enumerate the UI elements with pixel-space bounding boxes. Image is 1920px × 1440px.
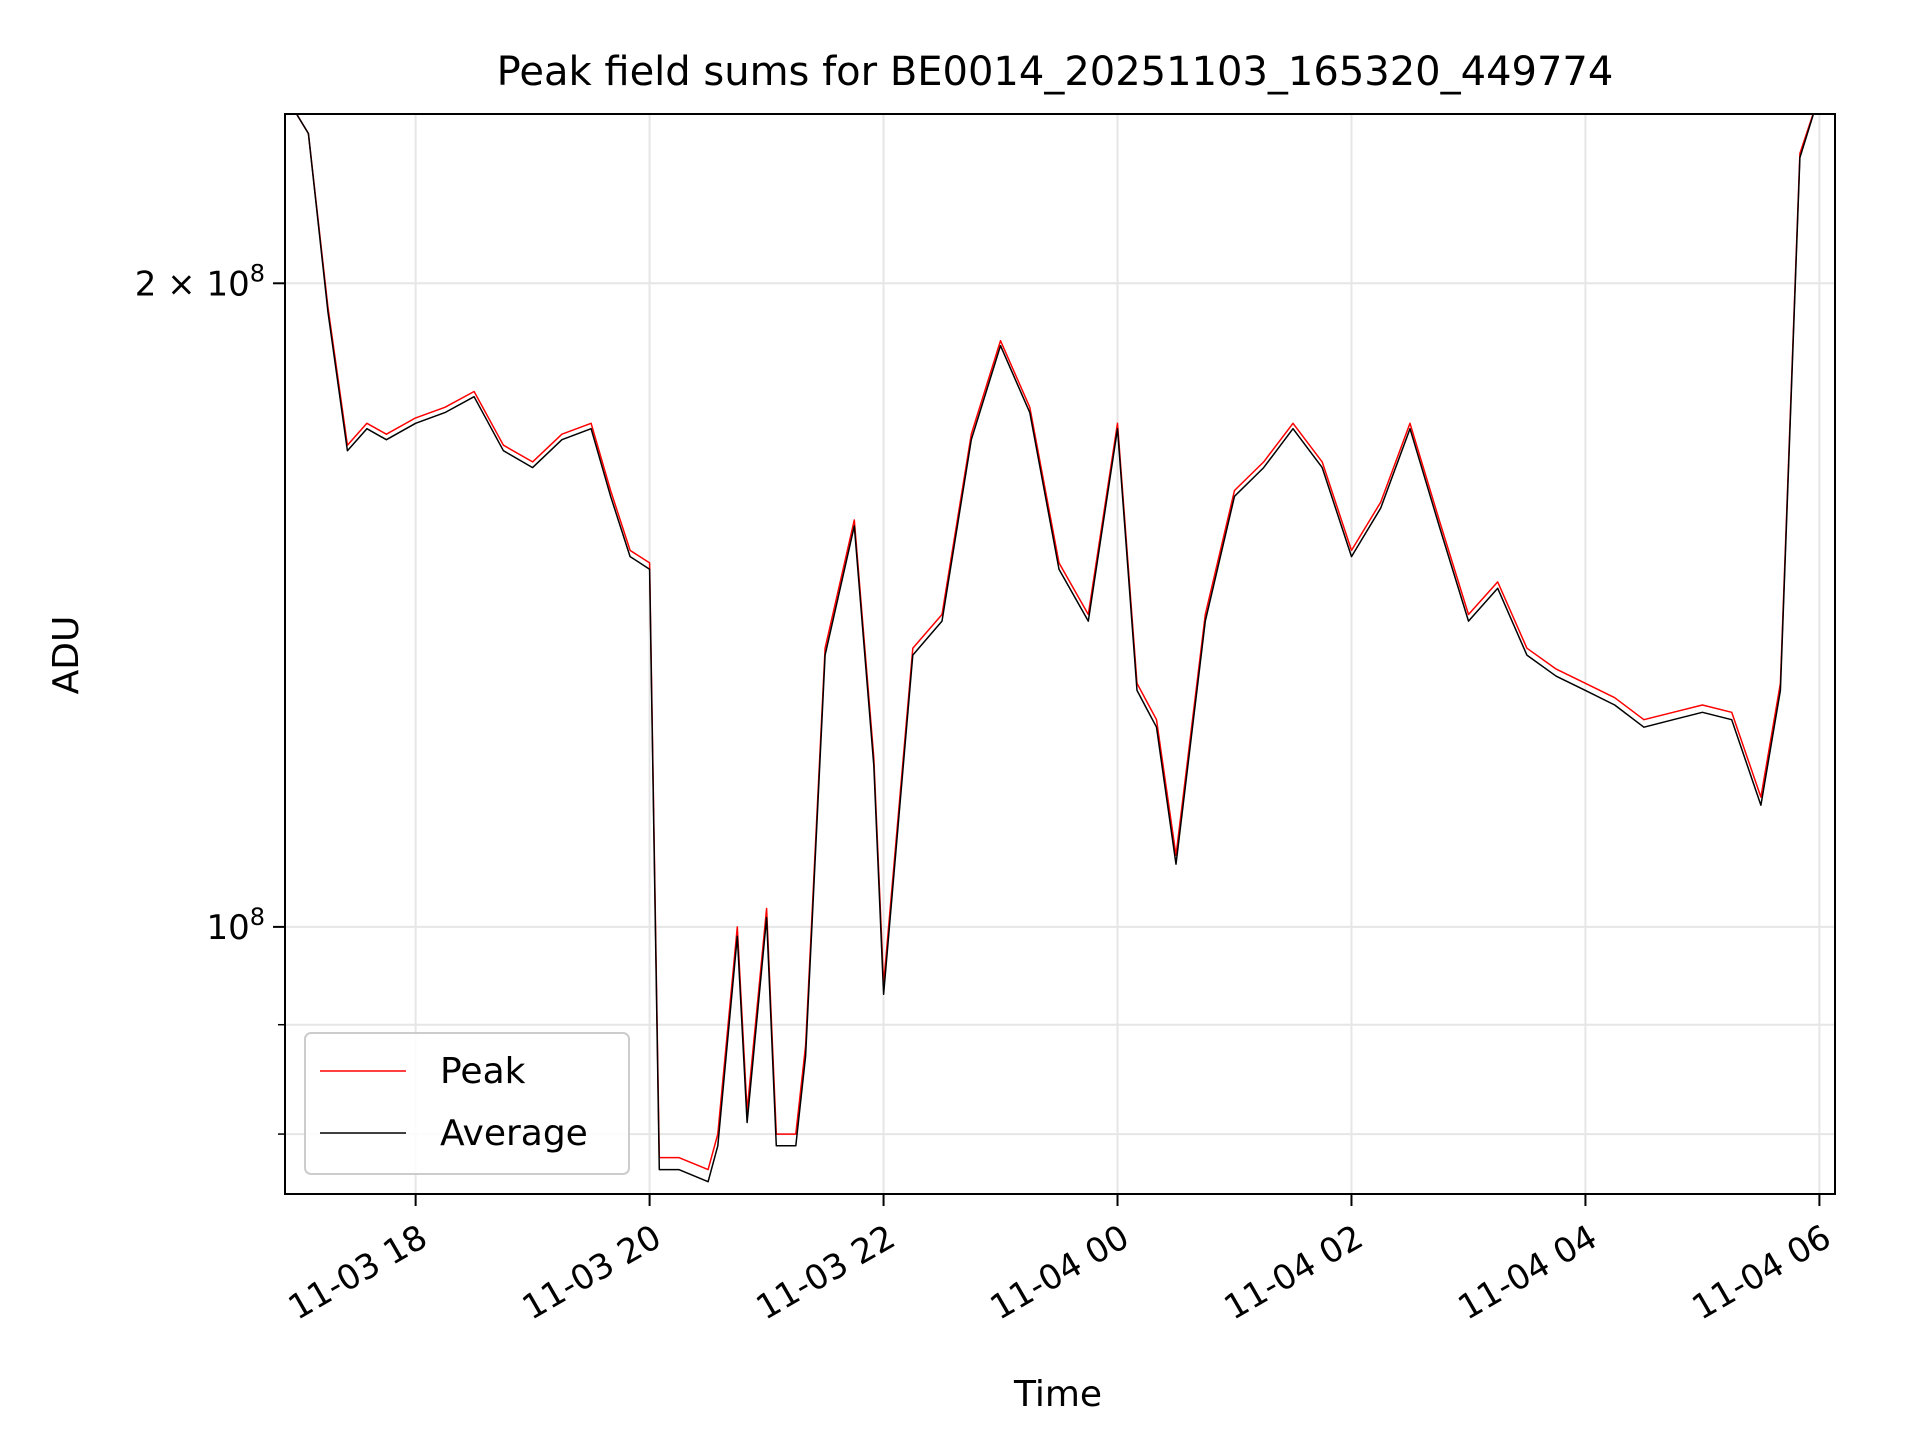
chart-title: Peak field sums for BE0014_20251103_1653… <box>497 49 1614 95</box>
y-axis-label: ADU <box>46 616 87 695</box>
x-axis-label: Time <box>1013 1374 1102 1415</box>
series-line-peak <box>295 114 1814 1171</box>
grid <box>285 114 1835 1194</box>
legend-average-label: Average <box>440 1113 588 1154</box>
series-line-average <box>295 114 1815 1183</box>
legend-box <box>304 1032 630 1175</box>
plot-lines <box>295 114 1815 1183</box>
legend: Peak Average <box>304 1032 630 1175</box>
y-tick-label: 2 × 108 <box>135 259 265 304</box>
legend-peak-label: Peak <box>440 1051 526 1092</box>
plot-frame <box>284 113 1836 1195</box>
